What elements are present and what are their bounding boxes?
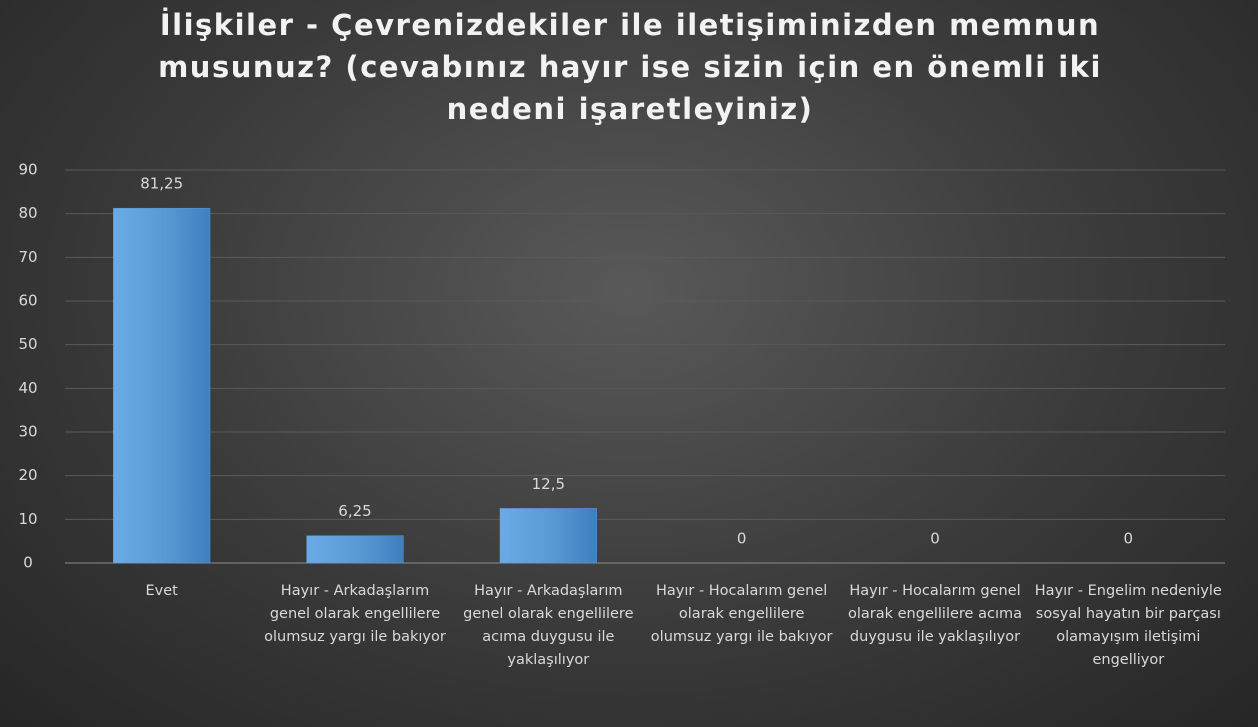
x-tick-label: Hayır - Engelim nedeniyle sosyal hayatın… [1034, 583, 1222, 668]
x-tick-label: Hayır - Arkadaşlarım genel olarak engell… [463, 583, 634, 668]
x-tick-label: Hayır - Arkadaşlarım genel olarak engell… [264, 583, 446, 645]
y-tick-label: 60 [18, 292, 37, 310]
data-label: 0 [930, 530, 940, 548]
data-label: 81,25 [140, 175, 183, 193]
y-tick-label: 0 [23, 554, 33, 572]
x-tick-label: Hayır - Hocalarım genel olarak engellile… [650, 583, 833, 645]
y-tick-label: 10 [18, 510, 37, 528]
y-tick-label: 80 [18, 204, 37, 222]
bar [499, 508, 597, 564]
data-label: 0 [1124, 530, 1134, 548]
data-label: 12,5 [532, 475, 565, 493]
y-tick-label: 20 [18, 466, 37, 484]
y-tick-label: 30 [18, 423, 37, 441]
data-label: 0 [737, 530, 747, 548]
x-tick-label: Evet [145, 583, 178, 599]
data-label: 6,25 [338, 502, 371, 520]
bar [306, 535, 404, 564]
x-tick-label: Hayır - Hocalarım genel olarak engellile… [848, 583, 1022, 645]
y-tick-label: 50 [18, 335, 37, 353]
y-tick-label: 70 [18, 248, 37, 266]
y-tick-label: 90 [18, 161, 37, 179]
chart-title: İlişkiler - Çevrenizdekiler ile iletişim… [158, 8, 1102, 126]
y-tick-label: 40 [18, 379, 37, 397]
bar [113, 207, 211, 564]
